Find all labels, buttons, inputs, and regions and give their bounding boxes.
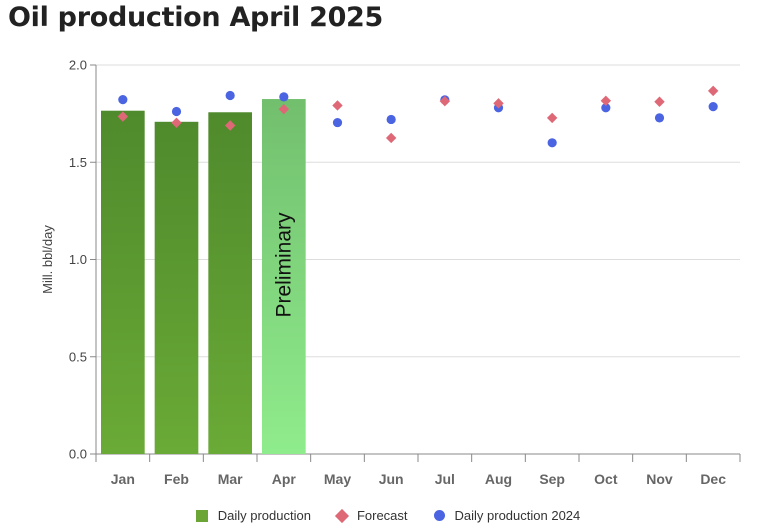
forecast-series: [117, 85, 719, 144]
y-tick-label: 2.0: [69, 58, 87, 73]
x-tick-label: Mar: [218, 471, 243, 487]
x-tick-label: May: [324, 471, 351, 487]
x-tick-label: Sep: [539, 471, 565, 487]
y-tick-label: 1.0: [69, 252, 87, 267]
daily-2024-point: [654, 113, 665, 123]
legend-diamond-swatch: [334, 508, 350, 523]
legend-label: Daily production 2024: [454, 508, 581, 523]
daily-2024-point: [708, 102, 718, 112]
daily-2024-series: [118, 90, 718, 148]
forecast-point: [654, 96, 665, 107]
bar-preliminary: [262, 99, 306, 454]
forecast-point: [224, 120, 236, 131]
legend-item-forecast[interactable]: Forecast: [334, 508, 408, 523]
bar: [154, 121, 199, 454]
daily-2024-point: [279, 92, 289, 102]
x-tick-label: Oct: [594, 471, 618, 487]
legend-label: Forecast: [356, 508, 408, 523]
y-axis-label: Mill. bbl/day: [40, 225, 55, 294]
bar-annotation: Preliminary: [272, 212, 295, 318]
daily-2024-point: [386, 114, 396, 125]
legend-bar-swatch: [195, 509, 208, 522]
forecast-point: [171, 117, 182, 128]
forecast-point: [117, 111, 129, 122]
x-tick-label: Nov: [646, 471, 673, 487]
forecast-point: [546, 112, 558, 124]
axis-labels: 0.0 0.5 1.0 1.5 2.0 Jan Feb Mar Apr May Jun Jul Aug S…: [40, 58, 726, 488]
legend: Daily production Forecast Daily producti…: [0, 508, 776, 523]
forecast-point: [439, 95, 451, 107]
legend-dot-swatch: [433, 510, 445, 521]
x-tick-label: Apr: [272, 471, 297, 487]
legend-item-daily-production[interactable]: Daily production: [195, 508, 311, 523]
forecast-point: [278, 103, 290, 115]
x-tick-label: Jun: [379, 471, 404, 487]
x-tick-label: Dec: [700, 471, 726, 487]
forecast-point: [385, 132, 397, 144]
daily-2024-point: [171, 106, 182, 117]
y-tick-label: 0.0: [69, 447, 87, 462]
forecast-point: [493, 98, 504, 109]
axes: [90, 64, 741, 462]
daily-2024-point: [225, 90, 235, 101]
daily-2024-point: [601, 103, 611, 113]
chart-title: Oil production April 2025: [8, 2, 384, 33]
forecast-point: [600, 95, 612, 106]
bar-series: [101, 99, 306, 455]
x-tick-label: Jul: [435, 471, 455, 487]
bar: [208, 112, 252, 455]
x-tick-label: Aug: [485, 471, 512, 487]
legend-label: Daily production: [217, 508, 311, 523]
daily-2024-point: [547, 138, 557, 148]
legend-item-daily-production-2024[interactable]: Daily production 2024: [433, 508, 581, 523]
y-tick-label: 1.5: [69, 155, 87, 170]
forecast-point: [332, 100, 343, 111]
x-tick-label: Feb: [164, 471, 189, 487]
daily-2024-point: [118, 95, 128, 105]
daily-2024-point: [332, 117, 343, 128]
grid-lines: [96, 64, 740, 358]
bar: [101, 110, 145, 455]
x-tick-label: Jan: [111, 471, 135, 487]
y-tick-label: 0.5: [69, 349, 87, 364]
forecast-point: [707, 85, 719, 97]
